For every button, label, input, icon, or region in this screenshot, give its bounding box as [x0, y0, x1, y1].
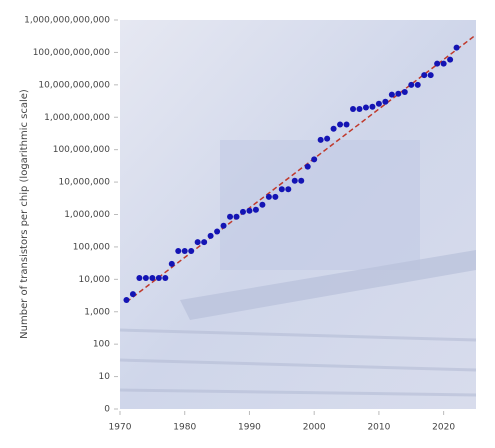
- data-point: [259, 201, 266, 208]
- data-point: [421, 72, 428, 79]
- data-point: [278, 186, 285, 193]
- data-point: [246, 207, 253, 214]
- data-point: [447, 56, 454, 63]
- data-point: [311, 156, 318, 163]
- data-point: [362, 104, 369, 111]
- y-tick-label: 0: [104, 405, 110, 415]
- data-point: [343, 121, 350, 128]
- data-point: [194, 239, 201, 246]
- data-point: [427, 72, 434, 79]
- data-point: [369, 103, 376, 110]
- data-point: [285, 186, 292, 193]
- data-point: [168, 260, 175, 267]
- data-point: [395, 90, 402, 97]
- data-point: [317, 136, 324, 143]
- plot-background: [119, 20, 477, 409]
- data-point: [291, 177, 298, 184]
- y-tick-label: 100,000: [73, 242, 110, 252]
- data-point: [233, 213, 240, 220]
- data-point: [408, 81, 415, 88]
- data-point: [350, 105, 357, 112]
- y-tick-label: 100,000,000: [53, 145, 111, 155]
- data-point: [149, 274, 156, 281]
- data-point: [388, 91, 395, 98]
- data-point: [201, 239, 208, 246]
- trend-line: [126, 34, 477, 303]
- data-point: [356, 105, 363, 112]
- data-point: [252, 206, 259, 213]
- data-point: [414, 81, 421, 88]
- data-point: [324, 135, 331, 142]
- data-point: [375, 100, 382, 107]
- data-point: [272, 193, 279, 200]
- data-point: [453, 44, 460, 51]
- data-point: [188, 247, 195, 254]
- data-point: [129, 291, 136, 298]
- data-point: [227, 213, 234, 220]
- y-tick-label: 100: [93, 340, 110, 350]
- x-tick-label: 2000: [303, 423, 326, 433]
- data-point: [162, 274, 169, 281]
- data-point: [142, 274, 149, 281]
- y-tick-label: 100,000,000,000: [33, 48, 111, 58]
- data-point: [155, 274, 162, 281]
- data-point: [214, 228, 221, 235]
- data-point: [382, 98, 389, 105]
- y-tick-label: 1,000,000,000: [44, 113, 110, 123]
- data-point: [239, 208, 246, 215]
- y-tick-label: 1,000,000,000,000: [24, 16, 110, 26]
- data-point: [337, 121, 344, 128]
- data-point: [220, 222, 227, 229]
- x-tick-label: 1990: [238, 423, 261, 433]
- data-point: [440, 60, 447, 67]
- y-tick-label: 1,000,000: [64, 210, 110, 220]
- x-tick-label: 1970: [109, 423, 132, 433]
- data-point: [304, 163, 311, 170]
- data-point: [434, 60, 441, 67]
- y-tick-label: 1,000: [84, 307, 110, 317]
- data-point: [330, 125, 337, 132]
- data-point: [181, 247, 188, 254]
- x-tick-label: 2010: [367, 423, 390, 433]
- data-point: [175, 247, 182, 254]
- data-point: [123, 297, 130, 304]
- y-axis-title: Number of transistors per chip (logarith…: [19, 89, 30, 339]
- y-tick-label: 10,000,000,000: [38, 80, 110, 90]
- data-point: [298, 177, 305, 184]
- data-point: [265, 193, 272, 200]
- y-tick-label: 10,000,000: [58, 178, 110, 188]
- data-point: [207, 232, 214, 239]
- y-tick-label: 10: [99, 372, 111, 382]
- y-tick-label: 10,000: [79, 275, 111, 285]
- data-point: [136, 274, 143, 281]
- data-point: [401, 89, 408, 96]
- x-tick-label: 1980: [173, 423, 196, 433]
- x-tick-label: 2020: [432, 423, 455, 433]
